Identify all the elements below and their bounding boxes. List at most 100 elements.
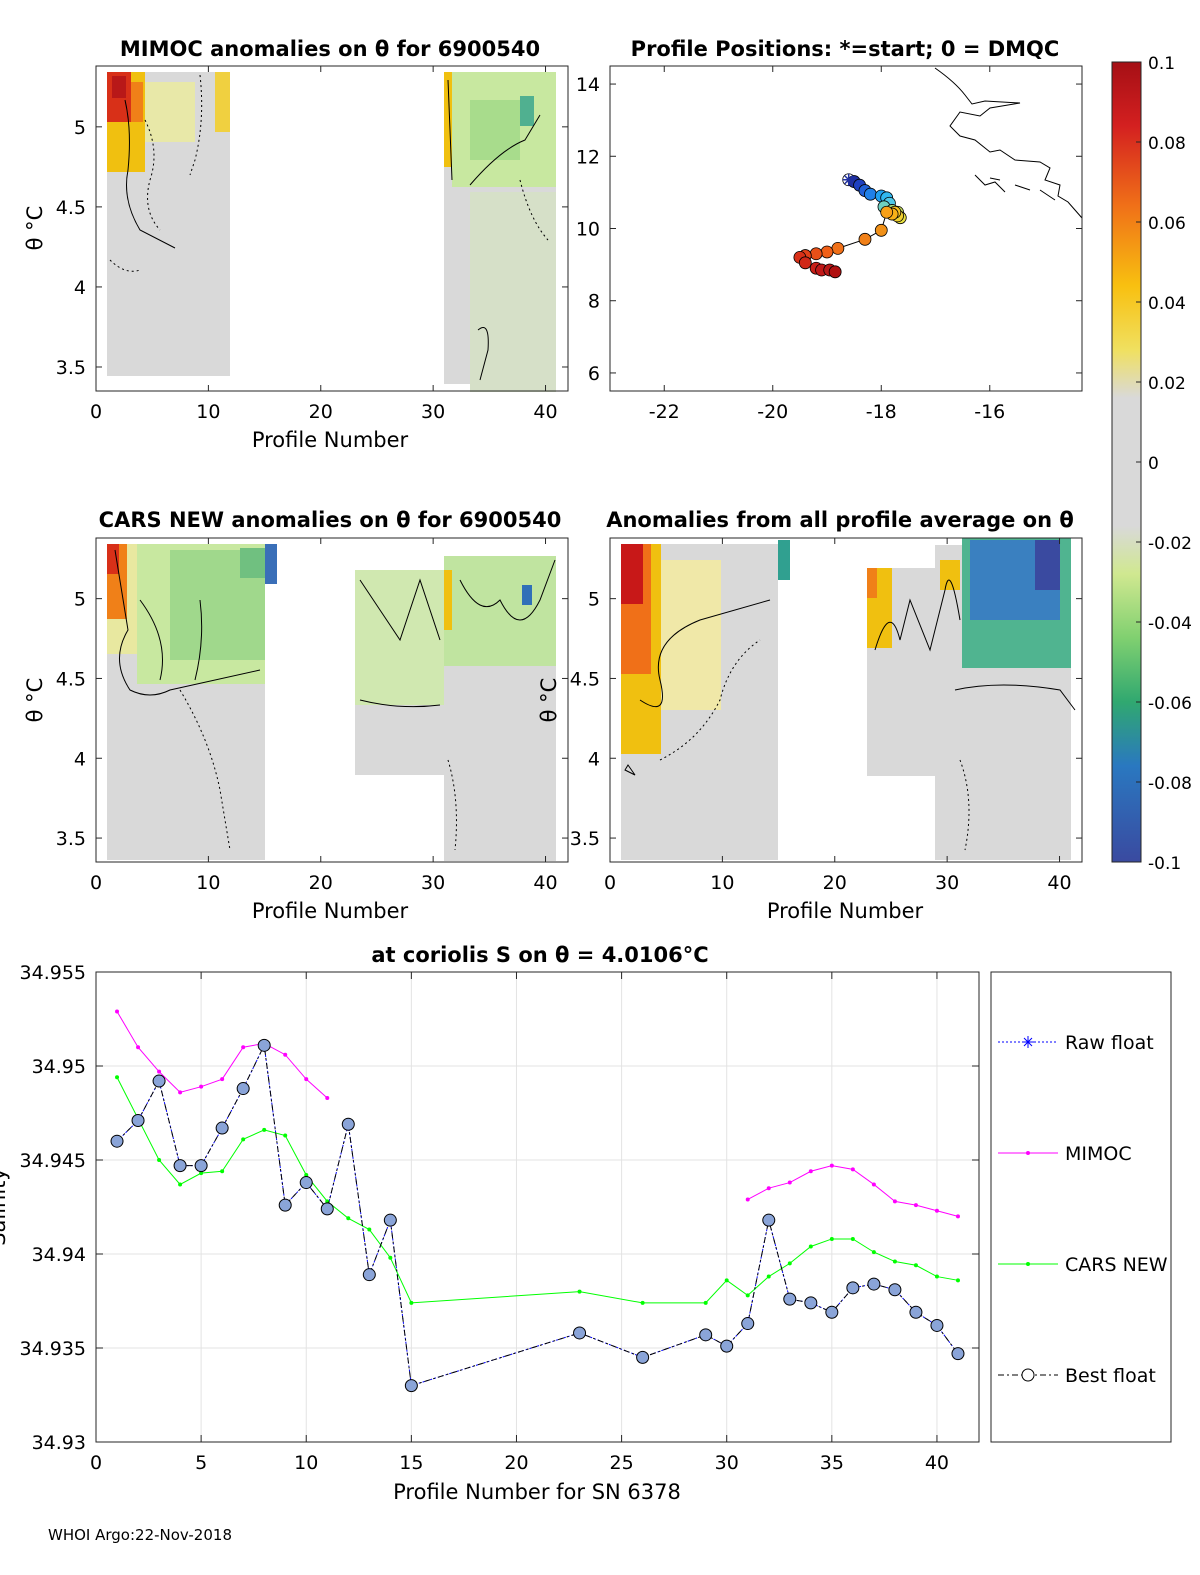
data-point	[220, 1077, 225, 1082]
x-tick-label: 10	[294, 1452, 318, 1474]
data-point	[325, 1095, 330, 1100]
y-tick-label: 34.93	[32, 1432, 86, 1454]
data-point	[783, 1292, 797, 1306]
y-tick-label: 34.94	[32, 1244, 86, 1266]
data-point	[913, 1203, 918, 1208]
position-point	[880, 205, 894, 219]
y-tick-label: 4	[74, 277, 86, 299]
cars-panel: 0 10 20 30 40 3.5 4 4.5 5 CARS NEW anomalies on …	[23, 508, 569, 923]
positions-title: Profile Positions: *=start; 0 = DMQC	[631, 37, 1060, 61]
data-point	[304, 1173, 309, 1178]
x-tick-label: 0	[90, 1452, 102, 1474]
data-point	[131, 1114, 145, 1128]
legend-marker	[1022, 1036, 1034, 1048]
legend-marker	[1026, 1151, 1030, 1155]
x-tick-label: 15	[399, 1452, 423, 1474]
data-point	[762, 1213, 776, 1227]
data-point	[110, 1134, 124, 1148]
mimoc-panel: 0 10 20 30 40 3.5 4 4.5 5 MIMOC anomalies on θ f…	[23, 37, 569, 452]
legend-label: Best float	[1065, 1365, 1156, 1387]
avg-heatmap	[621, 538, 1071, 860]
legend-marker	[1026, 1262, 1030, 1266]
y-tick-label: 4	[588, 748, 600, 770]
data-point	[573, 1326, 587, 1340]
mimoc-tick-group: 0 10 20 30 40 3.5 4 4.5 5	[56, 66, 568, 423]
data-point	[199, 1084, 204, 1089]
avg-axes-box	[609, 537, 1083, 863]
data-point	[409, 1300, 414, 1305]
data-point	[699, 1328, 713, 1342]
data-point	[241, 1045, 246, 1050]
mimoc-heatmap	[107, 72, 556, 392]
avg-panel: 0 10 20 30 40 3.5 4 4.5 5 Anomalies from all pro…	[537, 508, 1083, 923]
x-tick-label: 0	[90, 872, 102, 894]
salinity-tick-group: 0 5 10 15 20 25 30 35 40 34.93 34.935 34.94 34.945 34…	[20, 962, 979, 1474]
data-point	[766, 1186, 771, 1191]
legend-label: Raw float	[1065, 1032, 1154, 1054]
x-tick-label: 30	[421, 872, 445, 894]
mimoc-xlabel: Profile Number	[252, 428, 409, 452]
position-point	[828, 265, 842, 279]
data-point	[829, 1163, 834, 1168]
y-tick-label: 5	[74, 117, 86, 139]
data-point	[787, 1180, 792, 1185]
data-point	[152, 1074, 166, 1088]
position-point	[809, 247, 823, 261]
x-tick-label: -18	[866, 401, 897, 423]
data-point	[892, 1199, 897, 1204]
position-track	[793, 173, 907, 279]
salinity-title: at coriolis S on θ = 4.0106°C	[371, 943, 708, 967]
y-tick-label: 12	[576, 146, 600, 168]
data-point	[745, 1293, 750, 1298]
position-point	[831, 241, 845, 255]
data-point	[745, 1197, 750, 1202]
x-tick-label: 35	[820, 1452, 844, 1474]
x-tick-label: 30	[715, 1452, 739, 1474]
x-tick-label: 10	[196, 401, 220, 423]
y-tick-label: 14	[576, 74, 600, 96]
data-point	[236, 1082, 250, 1096]
colorbar-tick-label: 0.08	[1148, 134, 1186, 154]
y-tick-label: 34.955	[20, 962, 86, 984]
data-point	[930, 1318, 944, 1332]
y-tick-label: 4.5	[56, 197, 86, 219]
start-marker	[842, 173, 855, 186]
cars-tick-group: 0 10 20 30 40 3.5 4 4.5 5	[56, 538, 568, 894]
position-point	[858, 232, 872, 246]
data-point	[115, 1009, 120, 1014]
data-point	[215, 1121, 229, 1135]
colorbar-tick-label: -0.1	[1148, 854, 1181, 874]
data-point	[951, 1347, 965, 1361]
x-tick-label: 20	[823, 872, 847, 894]
y-tick-label: 5	[74, 589, 86, 611]
data-point	[383, 1213, 397, 1227]
avg-title: Anomalies from all profile average on θ	[606, 508, 1074, 532]
data-point	[341, 1117, 355, 1131]
data-point	[173, 1159, 187, 1173]
y-tick-label: 3.5	[56, 357, 86, 379]
data-point	[720, 1339, 734, 1353]
data-point	[157, 1069, 162, 1074]
colorbar: 0.1 0.08 0.06 0.04 0.02 0 -0.02 -0.04 -0.06 -0.08…	[1111, 54, 1192, 874]
data-point	[178, 1090, 183, 1095]
mimoc-ylabel: θ °C	[23, 206, 47, 251]
data-point	[157, 1158, 162, 1162]
data-point	[955, 1214, 960, 1219]
colorbar-tick-label: -0.06	[1148, 694, 1192, 714]
salinity-xlabel: Profile Number for SN 6378	[393, 1480, 681, 1504]
x-tick-label: 0	[90, 401, 102, 423]
data-point	[367, 1227, 372, 1232]
data-point	[741, 1317, 755, 1331]
data-point	[577, 1289, 582, 1294]
y-tick-label: 4.5	[570, 668, 600, 690]
cars-contours	[114, 549, 556, 851]
data-point	[299, 1176, 313, 1190]
data-point	[804, 1296, 818, 1310]
x-tick-label: 30	[935, 872, 959, 894]
data-point	[808, 1169, 813, 1174]
mimoc-title: MIMOC anomalies on θ for 6900540	[120, 37, 540, 61]
legend-box	[990, 971, 1172, 1443]
data-point	[257, 1038, 271, 1052]
data-point	[636, 1350, 650, 1364]
